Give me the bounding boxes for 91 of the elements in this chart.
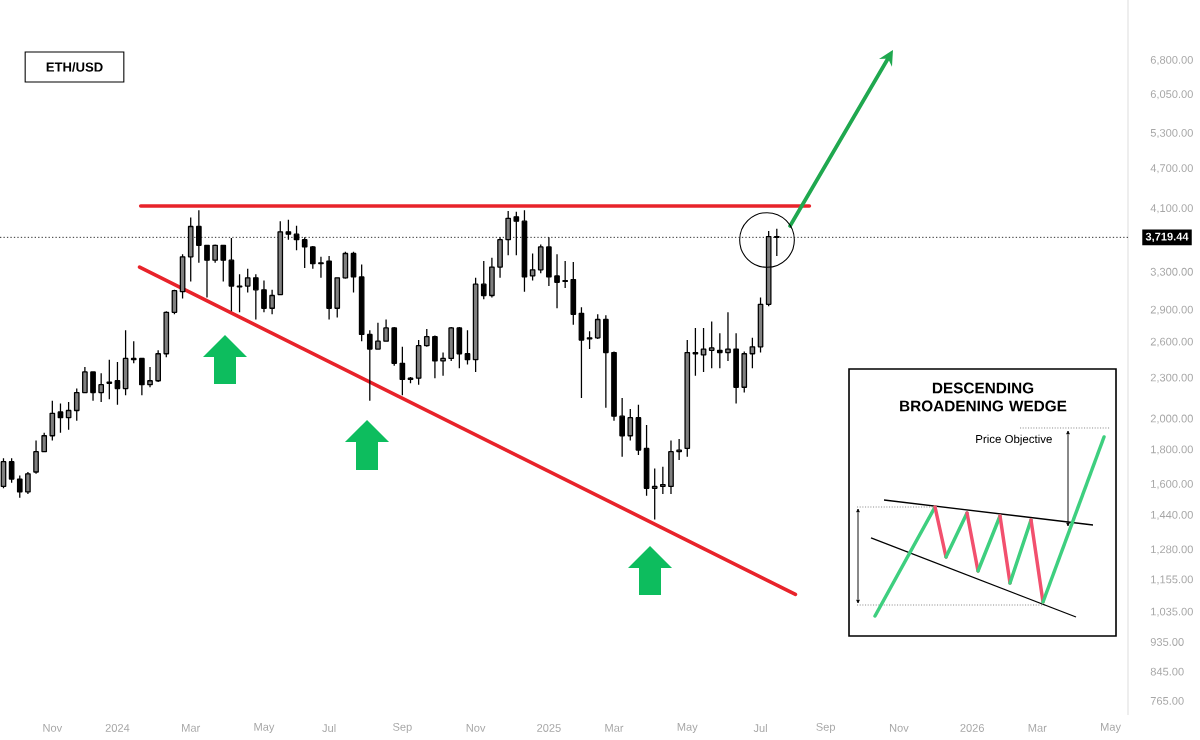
candlestick: [554, 253, 560, 309]
x-tick-label: Nov: [43, 724, 63, 732]
candlestick: [603, 314, 609, 409]
candlestick: [244, 268, 251, 294]
candlestick: [440, 351, 446, 377]
x-tick-label: 2026: [960, 724, 984, 732]
candlestick: [318, 256, 324, 279]
candlestick: [733, 332, 739, 405]
ref-line-label: 3,719.44: [1145, 232, 1189, 243]
candlestick: [480, 260, 487, 300]
x-tick-label: Nov: [466, 724, 486, 732]
candlestick: [391, 326, 398, 367]
candlestick: [252, 273, 259, 321]
x-tick-label: Jul: [753, 723, 767, 733]
annotation: Price Objective: [976, 434, 1052, 446]
candlestick: [358, 263, 365, 342]
candlestick: [537, 243, 544, 274]
candlestick: [383, 318, 389, 342]
candlestick: [334, 277, 341, 319]
candlestick: [570, 261, 577, 326]
y-tick-label: 4,700.00: [1150, 164, 1193, 174]
candlestick: [309, 245, 316, 270]
candlestick: [366, 329, 373, 402]
candlestick: [212, 243, 218, 264]
candlestick: [668, 439, 674, 495]
x-tick-label: Nov: [889, 724, 909, 732]
y-tick-label: 765.00: [1150, 696, 1184, 705]
candlestick: [326, 255, 332, 321]
candlestick: [489, 257, 495, 299]
y-tick-label: 1,155.00: [1151, 575, 1193, 585]
candlestick: [725, 311, 731, 362]
y-tick-label: 4,100.00: [1150, 204, 1193, 214]
candlestick: [684, 339, 691, 458]
y-tick-label: 1,600.00: [1151, 480, 1193, 490]
y-tick-label: 2,300.00: [1150, 373, 1193, 383]
y-tick-label: 2,600.00: [1150, 337, 1193, 347]
y-tick-label: 6,800.00: [1150, 55, 1193, 66]
candlestick: [586, 330, 593, 350]
candlestick: [155, 349, 162, 383]
y-tick-label: 1,035.00: [1151, 607, 1193, 617]
candlestick: [139, 357, 145, 396]
candlestick: [415, 339, 422, 386]
x-tick-label: Sep: [393, 722, 412, 733]
candlestick: [741, 350, 748, 394]
candlestick: [627, 408, 634, 442]
y-tick-label: 3,300.00: [1150, 267, 1193, 277]
x-tick-label: Mar: [605, 724, 624, 732]
candlestick: [456, 326, 463, 369]
x-tick-label: May: [254, 723, 275, 733]
candlestick: [375, 322, 381, 350]
candlestick: [25, 471, 31, 495]
candlestick: [41, 432, 48, 453]
candlestick: [82, 366, 88, 394]
x-tick-label: 2025: [537, 724, 561, 732]
y-tick-label: 1,280.00: [1151, 545, 1193, 555]
candlestick: [90, 371, 96, 402]
y-tick-label: 2,000.00: [1150, 414, 1193, 424]
candlestick: [204, 244, 210, 299]
candlestick: [98, 372, 105, 403]
y-tick-label: 935.00: [1150, 638, 1184, 646]
annotation: DESCENDING BROADENING WEDGE: [900, 382, 1067, 412]
candlestick: [269, 289, 275, 315]
y-tick-label: 5,300.00: [1150, 128, 1193, 139]
candlestick: [611, 350, 617, 422]
y-tick-label: 1,800.00: [1151, 445, 1193, 455]
candlestick: [423, 328, 430, 348]
candlestick: [619, 397, 625, 458]
candlestick: [73, 387, 80, 422]
candlestick: [49, 400, 56, 442]
text: ETH/USD: [46, 62, 103, 72]
y-tick-label: 2,900.00: [1150, 305, 1193, 315]
x-tick-label: 2024: [105, 724, 130, 732]
candlestick: [33, 439, 39, 475]
candlestick: [432, 334, 438, 379]
x-tick-label: Sep: [816, 722, 836, 733]
x-tick-label: Jul: [322, 723, 336, 733]
candlestick: [220, 244, 227, 283]
candlestick: [676, 438, 682, 461]
y-tick-label: 6,050.00: [1150, 90, 1193, 100]
x-tick-label: May: [1101, 723, 1121, 733]
x-tick-label: Mar: [182, 724, 201, 732]
y-tick-label: 1,440.00: [1151, 510, 1193, 521]
y-tick-label: 845.00: [1150, 667, 1184, 676]
candlestick: [261, 279, 267, 313]
x-tick-label: Mar: [1028, 724, 1047, 732]
candlestick: [448, 326, 455, 362]
candlestick: [147, 366, 153, 388]
candlestick: [163, 310, 170, 358]
candlestick: [594, 313, 601, 340]
x-tick-label: May: [677, 723, 698, 733]
candlestick: [16, 474, 23, 499]
